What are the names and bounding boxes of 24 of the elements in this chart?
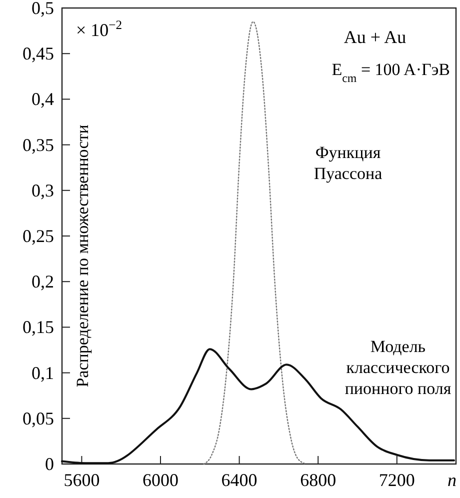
- y-tick-label: 0: [45, 454, 54, 474]
- y-tick-label: 0,5: [32, 0, 54, 18]
- y-tick-label: 0,1: [32, 362, 54, 383]
- line-series: [203, 21, 307, 465]
- y-tick-label: 0,15: [22, 317, 54, 338]
- y-tick-label: 0,35: [22, 134, 54, 155]
- x-tick-label: 6400: [221, 470, 258, 490]
- text: Функция Пуассона: [314, 143, 383, 183]
- y-tick-label: 0,45: [22, 44, 54, 64]
- y-tick-label: 0,25: [22, 226, 54, 246]
- x-axis-title: n: [448, 470, 456, 490]
- annotation: Au + Au: [344, 27, 406, 47]
- y-tick-label: 0,4: [32, 89, 54, 110]
- y-tick-label: 0,05: [22, 408, 54, 428]
- x-tick-label: 5600: [64, 470, 100, 490]
- y-tick-label: 0,2: [32, 272, 54, 292]
- annotation: E$_{cm}$ = 100 A·ГэВ: [332, 60, 450, 85]
- series-label: Модель классического пионного поля: [344, 337, 452, 398]
- annotation: × 10$^{−2}$: [76, 18, 122, 40]
- x-tick-label: 6800: [300, 470, 336, 490]
- y-tick-label: 0,3: [32, 180, 54, 200]
- y-axis-title: Распределение по множественности: [73, 124, 92, 388]
- x-tick-label: 7200: [378, 470, 415, 490]
- x-tick-label: 6000: [142, 470, 178, 490]
